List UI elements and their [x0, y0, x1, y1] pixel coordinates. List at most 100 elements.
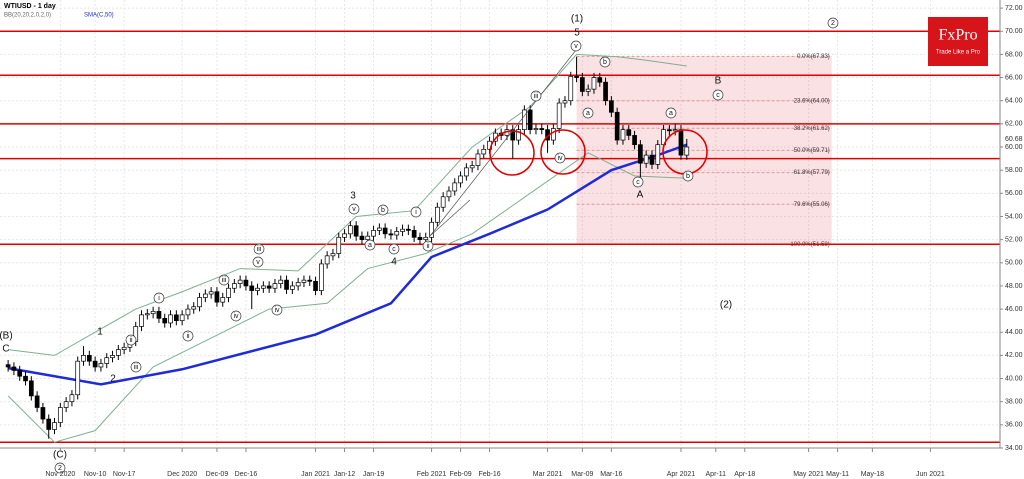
candle-body: [272, 283, 278, 289]
candle-body: [214, 291, 220, 303]
candle-body: [46, 418, 52, 430]
y-tick-label: 56.00: [1005, 190, 1023, 197]
wave-label: iv: [274, 307, 280, 314]
candle-body: [342, 233, 347, 238]
candle-body: [435, 206, 440, 223]
candle-body: [162, 317, 168, 324]
candle-body: [510, 129, 516, 141]
candle-body: [179, 314, 185, 322]
candle-body: [388, 233, 394, 236]
candle-body: [516, 129, 521, 141]
candle-body: [255, 287, 260, 291]
bb-legend: BB(20,20,2,0,2,0): [4, 13, 51, 19]
candle-body: [150, 311, 156, 315]
candle-body: [110, 355, 115, 359]
wave-label: iii: [222, 277, 227, 284]
candle-body: [371, 230, 376, 237]
candle-body: [5, 364, 11, 368]
candle-body: [446, 190, 452, 198]
x-tick-label: Mar-16: [600, 471, 622, 478]
candle-body: [359, 235, 365, 240]
candle-body: [34, 395, 40, 408]
y-tick-label: 66.00: [1005, 74, 1023, 81]
wave-label: (2): [720, 300, 732, 311]
candle-body: [92, 360, 98, 368]
wave-circle: [388, 243, 400, 255]
candle-body: [278, 279, 284, 284]
candle-body: [330, 253, 336, 257]
wave-label: i: [415, 209, 417, 216]
x-tick-label: May-11: [826, 471, 849, 478]
x-tick-label: May-18: [861, 471, 884, 478]
candle-body: [382, 227, 388, 235]
y-tick-label: 40.00: [1005, 375, 1023, 382]
candle-body: [678, 129, 684, 156]
candle-body: [168, 314, 173, 324]
candle-body: [98, 363, 104, 368]
x-tick-label: Jan-19: [363, 471, 385, 478]
fib-label: 0.0%(67.83): [797, 54, 830, 60]
candle-body: [394, 231, 400, 236]
candle-body: [417, 236, 423, 240]
wave-circle: [253, 243, 265, 255]
wave-label: ii: [129, 337, 133, 344]
logo-tagline: Trade Like a Pro: [936, 50, 981, 56]
candle-body: [40, 407, 46, 420]
wave-circle: [377, 204, 389, 216]
candle-body: [197, 297, 202, 308]
candle-body: [17, 370, 23, 377]
candle-body: [191, 306, 197, 310]
wave-label: a: [669, 110, 673, 117]
y-tick-label: 64.00: [1005, 98, 1023, 105]
wave-label: ii: [426, 243, 430, 250]
highlight-circle: [540, 129, 586, 175]
candle-body: [301, 279, 307, 283]
candle-body: [551, 128, 556, 141]
candle-body: [237, 279, 243, 284]
logo-box: [928, 17, 988, 66]
wave-circle: [632, 176, 644, 188]
candle-body: [527, 109, 533, 131]
candle-body: [556, 102, 562, 129]
candle-body: [649, 154, 655, 165]
candle-body: [347, 225, 353, 235]
wave-circle: [125, 334, 137, 346]
wave-label: iii: [257, 246, 262, 253]
wave-label: 3: [350, 191, 356, 202]
candle-body: [562, 100, 568, 104]
candle-body: [377, 227, 382, 231]
candle-body: [597, 77, 603, 83]
candle-body: [591, 77, 597, 90]
candle-body: [411, 230, 417, 238]
candle-body: [614, 111, 620, 141]
y-tick-label: 48.00: [1005, 283, 1023, 290]
x-tick-label: Feb-16: [478, 471, 500, 478]
wave-label: iii: [534, 93, 539, 100]
wave-label: 1: [97, 327, 103, 338]
y-tick-label: 50.00: [1005, 260, 1023, 267]
x-tick-label: Dec-16: [235, 471, 258, 478]
candle-body: [231, 283, 237, 289]
candle-body: [574, 76, 579, 78]
candle-body: [115, 349, 121, 356]
wave-label: 4: [391, 257, 397, 268]
candle-body: [139, 314, 144, 327]
y-tick-label: 44.00: [1005, 329, 1023, 336]
candle-body: [289, 285, 295, 290]
candle-body: [620, 129, 626, 141]
candle-body: [475, 153, 481, 166]
candle-body: [313, 280, 318, 291]
wave-label: (C): [53, 450, 67, 461]
symbol: WTIUSD - 1 day: [4, 3, 56, 10]
x-tick-label: Apr-11: [706, 471, 727, 478]
x-tick-label: Jan 2021: [301, 471, 330, 478]
x-tick-label: Nov-17: [113, 471, 136, 478]
candle-body: [638, 144, 643, 164]
candle-body: [609, 100, 614, 113]
wave-label: A: [637, 190, 644, 201]
fib-label: 50.0%(59.71): [794, 148, 830, 154]
wave-circle: [599, 56, 611, 68]
x-tick-label: Jan-12: [334, 471, 356, 478]
candle-body: [452, 182, 458, 192]
candle-body: [400, 228, 405, 232]
